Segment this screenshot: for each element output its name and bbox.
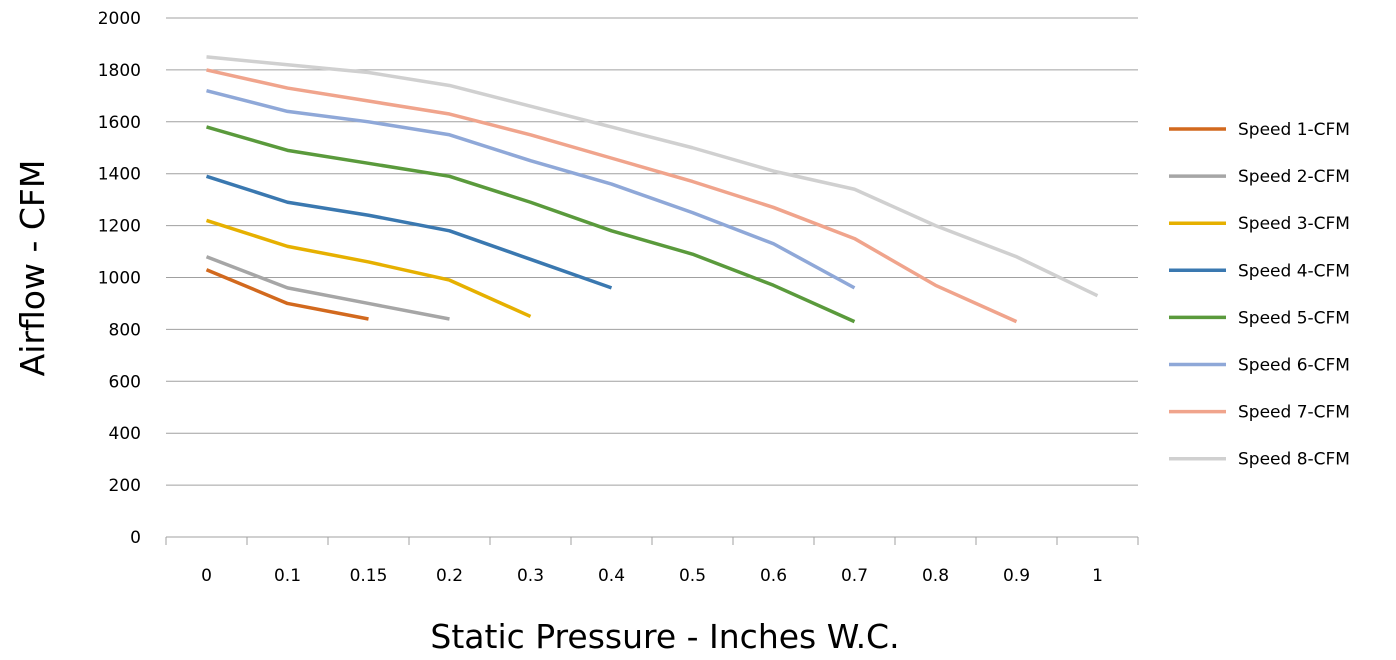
axes xyxy=(165,536,1139,545)
legend: Speed 1-CFM Speed 2-CFM Speed 3-CFM Speed 4… xyxy=(1169,120,1350,470)
y-tick-label: 1800 xyxy=(98,61,141,81)
y-tick-label: 1000 xyxy=(98,269,141,289)
series-lines xyxy=(205,55,1099,324)
x-tick-label: 0.9 xyxy=(1003,566,1030,586)
series-line xyxy=(206,88,856,290)
y-tick-label: 1200 xyxy=(98,217,141,237)
legend-label: Speed 5-CFM xyxy=(1238,308,1350,328)
x-tick-labels: 0 0.1 0.15 0.2 0.3 0.4 0.5 0.6 0.7 0.8 0.9 1 xyxy=(201,566,1103,586)
legend-label: Speed 8-CFM xyxy=(1238,450,1350,470)
y-tick-labels: 0 200 400 600 800 1000 1200 1400 1600 1800 2000 xyxy=(98,9,141,548)
x-tick-label: 0.15 xyxy=(350,566,388,586)
series-line xyxy=(205,268,369,321)
x-tick-label: 0.6 xyxy=(760,566,787,586)
legend-label: Speed 1-CFM xyxy=(1238,120,1350,140)
x-tick-label: 0.5 xyxy=(679,566,706,586)
y-axis-title: Airflow - CFM xyxy=(13,160,52,377)
legend-label: Speed 6-CFM xyxy=(1238,356,1350,376)
y-tick-label: 200 xyxy=(109,476,141,496)
series-line xyxy=(206,55,1099,298)
legend-label: Speed 7-CFM xyxy=(1238,403,1350,423)
series-line xyxy=(205,218,532,319)
y-tick-label: 2000 xyxy=(98,9,141,29)
y-tick-label: 1400 xyxy=(98,165,141,185)
series-line xyxy=(206,68,1018,324)
legend-label: Speed 4-CFM xyxy=(1238,261,1350,281)
x-tick-label: 0.2 xyxy=(436,566,463,586)
x-tick-label: 0 xyxy=(201,566,212,586)
y-tick-label: 600 xyxy=(109,372,141,392)
legend-label: Speed 2-CFM xyxy=(1238,167,1350,187)
x-tick-label: 0.4 xyxy=(598,566,625,586)
x-tick-label: 0.1 xyxy=(274,566,301,586)
series-line xyxy=(206,125,856,324)
y-tick-label: 800 xyxy=(109,320,141,340)
y-tick-label: 400 xyxy=(109,424,141,444)
x-tick-label: 0.8 xyxy=(922,566,949,586)
gridlines xyxy=(166,17,1138,486)
series-line xyxy=(205,255,450,321)
x-tick-label: 0.3 xyxy=(517,566,544,586)
x-tick-label: 1 xyxy=(1092,566,1103,586)
x-tick-label: 0.7 xyxy=(841,566,868,586)
series-line xyxy=(205,174,613,290)
x-axis-title: Static Pressure - Inches W.C. xyxy=(430,617,899,656)
y-tick-label: 0 xyxy=(130,528,141,548)
legend-label: Speed 3-CFM xyxy=(1238,214,1350,234)
y-tick-label: 1600 xyxy=(98,113,141,133)
